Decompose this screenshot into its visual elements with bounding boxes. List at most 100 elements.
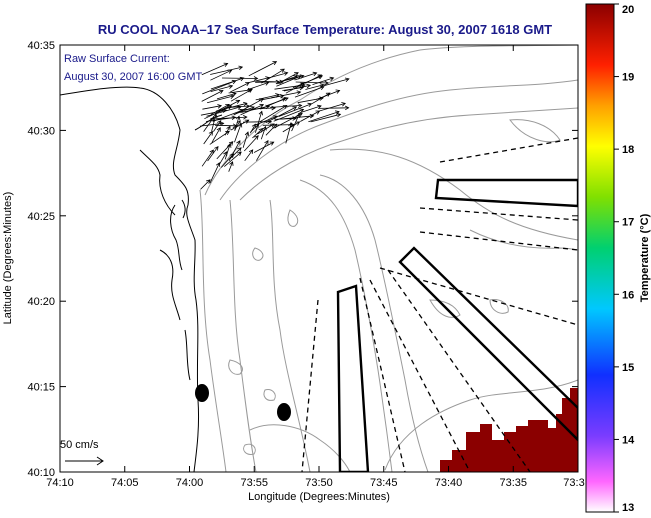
current-vector (247, 81, 270, 91)
current-vector (216, 92, 237, 100)
current-vector (229, 147, 242, 159)
colorbar: 20 19 18 17 16 15 14 13 Temperature (°C) (585, 3, 651, 514)
current-vector (203, 130, 213, 145)
current-vector (210, 65, 244, 75)
current-vector (221, 153, 235, 168)
y-tick-label: 40:20 (27, 296, 55, 308)
current-vector (256, 139, 269, 161)
current-vector (261, 68, 285, 84)
current-vector (206, 94, 235, 104)
current-vector (230, 82, 250, 93)
current-vector (221, 76, 259, 81)
y-tick-label: 40:35 (27, 40, 55, 52)
current-vector (202, 104, 223, 110)
current-vector (316, 89, 341, 100)
x-axis: 74:10 74:05 74:00 73:55 73:50 73:45 73:40 73:35… (46, 45, 585, 489)
current-vector (244, 135, 259, 152)
colorbar-tick-label: 16 (622, 289, 634, 301)
current-vector (250, 123, 260, 133)
current-vector (285, 82, 305, 94)
colorbar-label: Temperature (°C) (639, 213, 651, 302)
station-marker (277, 403, 291, 421)
current-vector (210, 76, 245, 90)
current-vector (260, 97, 287, 110)
current-vector (277, 72, 299, 85)
scale-label: 50 cm/s (60, 439, 99, 451)
current-vector (257, 123, 275, 135)
current-label-line2: August 30, 2007 16:00 GMT (64, 71, 202, 83)
x-tick-label: 73:3 (563, 477, 584, 489)
current-vector (200, 179, 211, 190)
current-vector (209, 162, 221, 184)
current-vector (308, 110, 340, 123)
current-vector (276, 75, 302, 87)
colorbar-tick-label: 15 (622, 362, 634, 374)
current-vector (242, 131, 250, 148)
warm-water-patch (440, 388, 578, 472)
map-panel (59, 44, 579, 473)
current-vector (247, 76, 271, 84)
current-vector (282, 121, 301, 133)
scale-arrow (65, 456, 104, 466)
current-vector (216, 101, 248, 112)
colorbar-tick-label: 17 (622, 217, 634, 229)
current-vector (248, 61, 278, 77)
current-vector (210, 84, 234, 92)
coastline (60, 86, 223, 472)
current-vector (271, 90, 302, 99)
current-vector (299, 104, 322, 114)
current-vector (244, 149, 254, 162)
current-vector (312, 76, 335, 85)
y-axis-label: Latitude (Degrees:Minutes) (2, 192, 14, 325)
y-tick-label: 40:10 (27, 467, 55, 479)
x-tick-label: 73:55 (240, 477, 268, 489)
current-vector (209, 130, 230, 145)
current-vector (291, 113, 300, 132)
current-vector (319, 102, 346, 112)
current-vectors (199, 61, 350, 190)
current-vector (278, 102, 313, 117)
current-vector (203, 116, 215, 132)
current-vector (239, 105, 276, 111)
x-axis-label: Longitude (Degrees:Minutes) (248, 491, 390, 503)
x-tick-label: 73:50 (305, 477, 333, 489)
current-vector (224, 151, 242, 167)
x-tick-label: 73:35 (499, 477, 527, 489)
current-vector (310, 112, 342, 123)
y-tick-label: 40:30 (27, 125, 55, 137)
x-tick-label: 74:00 (176, 477, 204, 489)
radial-dashed-lines (301, 137, 578, 472)
current-vector (199, 121, 225, 127)
x-tick-label: 74:05 (111, 477, 139, 489)
current-vector (294, 85, 325, 98)
colorbar-tick-label: 14 (622, 434, 635, 446)
figure-title: RU COOL NOAA–17 Sea Surface Temperature:… (98, 22, 552, 37)
current-vector (210, 69, 233, 81)
current-vector (224, 143, 232, 160)
current-vector (259, 104, 288, 123)
current-vector (285, 122, 293, 144)
current-vector (274, 116, 297, 121)
current-vector (234, 119, 241, 131)
colorbar-tick-label: 13 (622, 502, 634, 514)
current-vector (323, 77, 350, 87)
current-vector (201, 90, 224, 102)
y-tick-label: 40:15 (27, 382, 55, 394)
colorbar-tick-label: 20 (622, 4, 634, 16)
current-vector (304, 74, 323, 84)
current-vector (228, 161, 234, 172)
y-tick-label: 40:25 (27, 211, 55, 223)
current-vector (295, 80, 329, 86)
current-vector (318, 105, 350, 111)
x-tick-label: 73:45 (370, 477, 398, 489)
station-marker (195, 384, 209, 402)
current-vector (265, 123, 278, 136)
current-vector (300, 110, 321, 122)
current-vector (270, 103, 303, 108)
y-axis: 40:35 40:30 40:25 40:20 40:15 40:10 (27, 40, 578, 479)
current-vector (202, 79, 237, 95)
current-vector (201, 149, 214, 167)
colorbar-tick-label: 19 (622, 72, 634, 84)
current-vector (201, 62, 229, 76)
